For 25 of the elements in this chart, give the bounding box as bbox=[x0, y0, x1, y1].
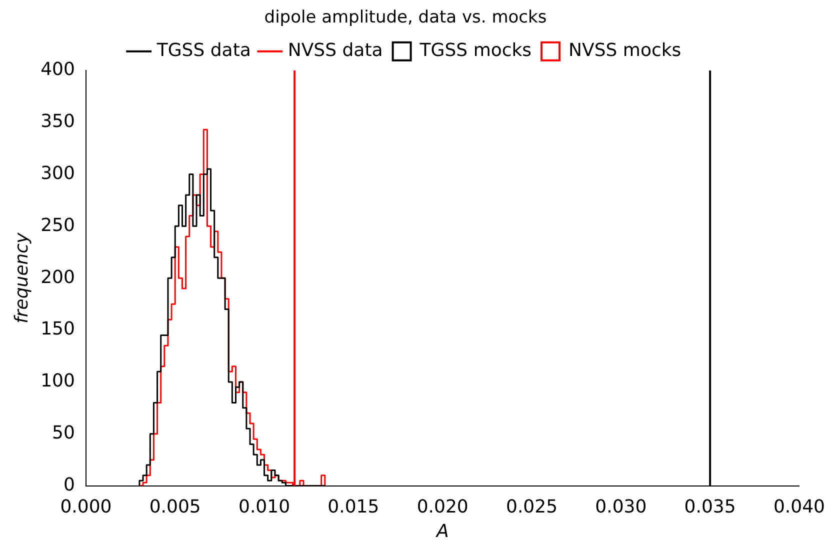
x-tick-label: 0.000 bbox=[60, 496, 112, 518]
y-tick-label: 50 bbox=[52, 422, 75, 444]
x-tick-label: 0.030 bbox=[595, 496, 647, 518]
legend-label: NVSS mocks bbox=[568, 40, 682, 62]
y-tick-label: 300 bbox=[40, 162, 75, 184]
x-tick-label: 0.035 bbox=[684, 496, 736, 518]
legend-label: TGSS mocks bbox=[418, 40, 532, 62]
y-tick-label: 350 bbox=[40, 110, 75, 132]
x-tick-label: 0.025 bbox=[506, 496, 558, 518]
y-tick-label: 250 bbox=[40, 214, 75, 236]
x-tick-label: 0.040 bbox=[773, 496, 825, 518]
y-tick-label: 200 bbox=[40, 266, 75, 288]
y-tick-label: 400 bbox=[40, 59, 75, 80]
x-tick-label: 0.005 bbox=[149, 496, 201, 518]
x-axis-title: A bbox=[435, 520, 449, 542]
x-tick-label: 0.010 bbox=[238, 496, 290, 518]
x-tick-label: 0.015 bbox=[328, 496, 380, 518]
y-tick-label: 0 bbox=[64, 474, 75, 496]
y-tick-label: 150 bbox=[40, 318, 75, 340]
y-tick-label: 100 bbox=[40, 370, 75, 392]
legend-label: NVSS data bbox=[288, 40, 383, 62]
legend-label: TGSS data bbox=[156, 40, 251, 62]
x-tick-label: 0.020 bbox=[416, 496, 468, 518]
y-axis-title: frequency bbox=[11, 232, 32, 324]
chart-title: dipole amplitude, data vs. mocks bbox=[264, 8, 547, 28]
